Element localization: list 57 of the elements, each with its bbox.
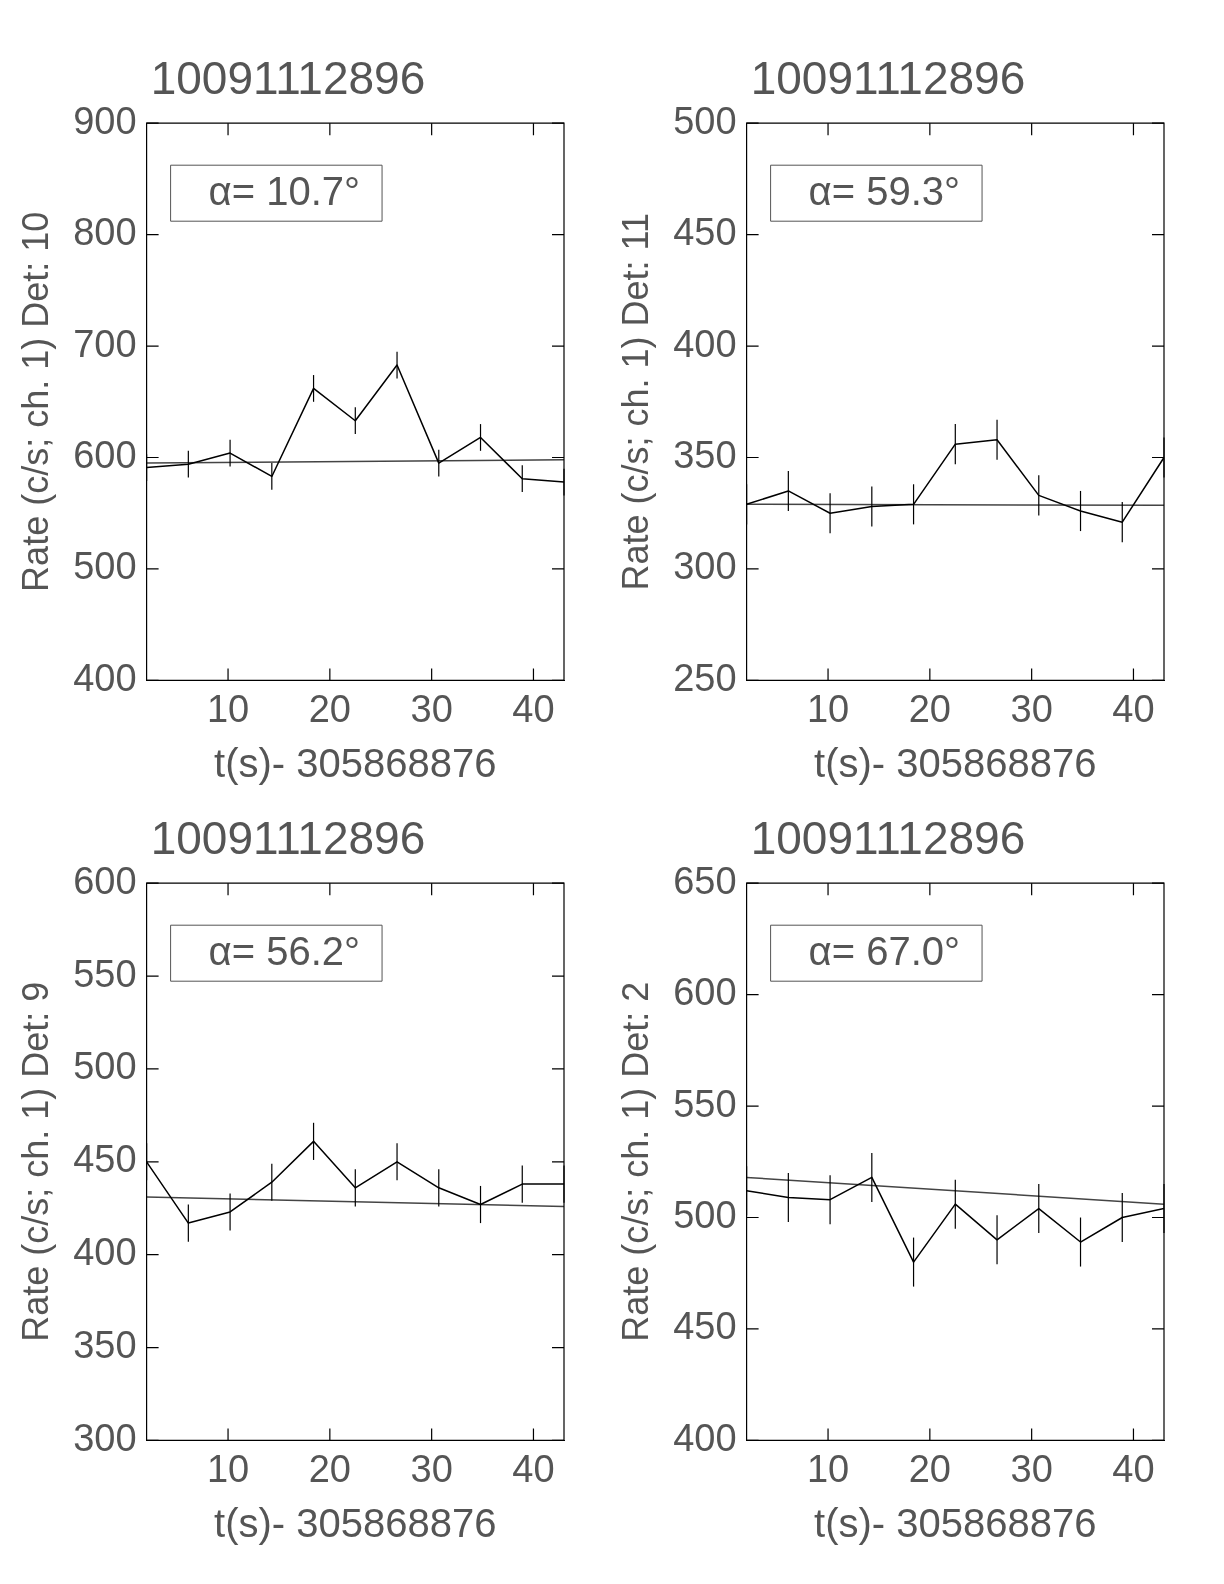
y-tick-label: 900	[73, 99, 137, 142]
x-axis-title: t(s)- 305868876	[214, 1501, 497, 1546]
x-tick-label: 40	[512, 1447, 555, 1490]
x-tick-label: 20	[308, 687, 351, 730]
y-tick-label: 650	[673, 859, 737, 902]
y-tick-label: 450	[73, 1138, 137, 1181]
y-tick-label: 500	[673, 1194, 737, 1236]
x-tick-label: 40	[512, 687, 555, 730]
y-tick-label: 300	[673, 545, 737, 588]
y-axis-title: Rate (c/s; ch. 1) Det: 9	[14, 981, 56, 1342]
y-axis-title: Rate (c/s; ch. 1) Det: 11	[614, 213, 656, 591]
x-tick-label: 30	[1010, 1447, 1053, 1490]
x-tick-label: 10	[206, 1447, 250, 1490]
x-tick-label: 40	[1112, 687, 1155, 730]
y-axis-title: Rate (c/s; ch. 1) Det: 2	[614, 981, 656, 1342]
y-tick-label: 700	[73, 322, 137, 365]
x-tick-label: 10	[806, 1447, 850, 1490]
y-tick-label: 600	[73, 434, 137, 476]
y-tick-label: 400	[673, 1416, 737, 1459]
y-tick-label: 350	[673, 434, 737, 476]
y-tick-label: 550	[73, 952, 137, 995]
annotation: α= 59.3°	[808, 169, 961, 214]
y-tick-label: 500	[673, 99, 737, 142]
y-tick-label: 600	[73, 859, 137, 902]
annotation: α= 67.0°	[808, 929, 961, 974]
y-tick-label: 600	[673, 971, 737, 1014]
x-tick-label: 30	[410, 1447, 453, 1490]
y-tick-label: 550	[673, 1082, 737, 1125]
chart-title: 10091112896	[750, 52, 1026, 105]
y-tick-label: 400	[673, 322, 737, 365]
annotation: α= 56.2°	[208, 929, 361, 974]
x-tick-label: 20	[308, 1447, 351, 1490]
y-tick-label: 800	[73, 211, 137, 254]
x-tick-label: 10	[806, 687, 850, 730]
y-tick-label: 500	[73, 1045, 137, 1088]
y-tick-label: 500	[73, 545, 137, 588]
y-tick-label: 300	[73, 1416, 137, 1459]
y-tick-label: 450	[673, 1305, 737, 1348]
y-tick-label: 400	[73, 1231, 137, 1274]
x-tick-label: 40	[1112, 1447, 1155, 1490]
x-tick-label: 20	[908, 687, 951, 730]
chart-title: 10091112896	[750, 812, 1026, 865]
x-tick-label: 20	[908, 1447, 951, 1490]
y-tick-label: 350	[73, 1324, 137, 1367]
chart-title: 10091112896	[150, 812, 426, 865]
y-tick-label: 400	[73, 656, 137, 699]
y-tick-label: 450	[673, 211, 737, 254]
x-tick-label: 10	[206, 687, 250, 730]
x-tick-label: 30	[1010, 687, 1053, 730]
annotation: α= 10.7°	[208, 169, 361, 214]
y-tick-label: 250	[673, 656, 737, 699]
x-tick-label: 30	[410, 687, 453, 730]
y-axis-title: Rate (c/s; ch. 1) Det: 10	[14, 211, 56, 592]
x-axis-title: t(s)- 305868876	[814, 741, 1097, 786]
x-axis-title: t(s)- 305868876	[814, 1501, 1097, 1546]
chart-title: 10091112896	[150, 52, 426, 105]
x-axis-title: t(s)- 305868876	[214, 741, 497, 786]
